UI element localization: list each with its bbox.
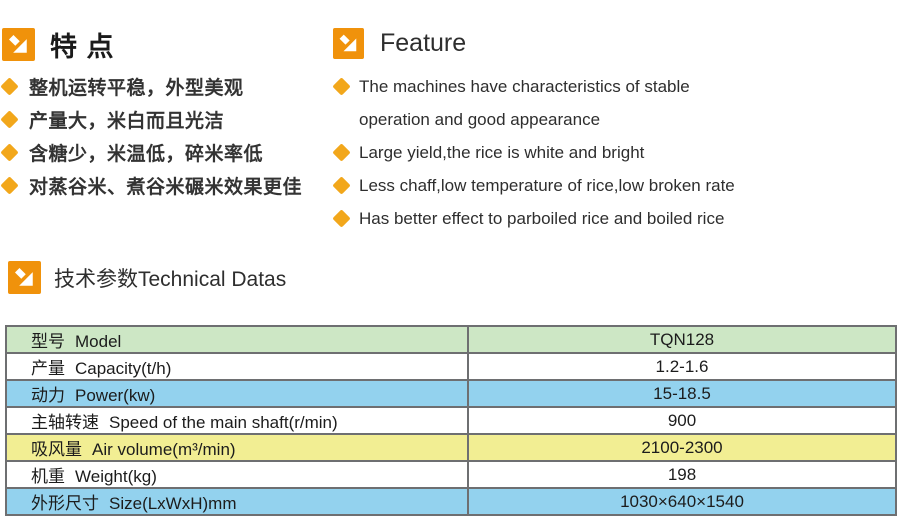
spec-label-en: Weight(kg) <box>75 467 157 486</box>
spec-label-en: Speed of the main shaft(r/min) <box>109 413 338 432</box>
spec-label-cn: 机重 <box>31 467 65 486</box>
spec-value: 1.2-1.6 <box>467 352 897 381</box>
spec-value: 2100-2300 <box>467 433 897 462</box>
diamond-bullet-icon <box>0 176 19 195</box>
table-row: 型号 Model TQN128 <box>5 325 897 354</box>
spec-value: 198 <box>467 460 897 489</box>
diamond-bullet-icon <box>332 143 351 162</box>
feature-en-text: Less chaff,low temperature of rice,low b… <box>359 176 735 195</box>
spec-value: 1030×640×1540 <box>467 487 897 516</box>
arrow-southeast-icon <box>8 261 41 294</box>
list-item: 产量大，米白而且光洁 <box>0 103 323 136</box>
feature-cn-text: 整机运转平稳，外型美观 <box>29 78 244 99</box>
spec-label: 型号 Model <box>5 325 469 354</box>
spec-label-en: Air volume(m³/min) <box>92 440 236 459</box>
features-cn-header: 特 点 <box>2 25 115 64</box>
table-row: 动力 Power(kw) 15-18.5 <box>5 379 897 408</box>
diamond-bullet-icon <box>0 110 19 129</box>
table-row: 吸风量 Air volume(m³/min) 2100-2300 <box>5 433 897 462</box>
list-item: Has better effect to parboiled rice and … <box>332 202 747 235</box>
list-item: 含糖少，米温低，碎米率低 <box>0 136 323 169</box>
spec-label-cn: 外形尺寸 <box>31 494 99 513</box>
list-item: 对蒸谷米、煮谷米碾米效果更佳 <box>0 169 323 202</box>
spec-label-cn: 动力 <box>31 386 65 405</box>
spec-label: 主轴转速 Speed of the main shaft(r/min) <box>5 406 469 435</box>
arrow-southeast-icon <box>333 28 364 59</box>
diamond-bullet-icon <box>332 77 351 96</box>
list-item: Large yield,the rice is white and bright <box>332 136 747 169</box>
features-cn-list: 整机运转平稳，外型美观 产量大，米白而且光洁 含糖少，米温低，碎米率低 对蒸谷米… <box>0 70 323 202</box>
spec-label: 动力 Power(kw) <box>5 379 469 408</box>
table-row: 产量 Capacity(t/h) 1.2-1.6 <box>5 352 897 381</box>
list-item: Less chaff,low temperature of rice,low b… <box>332 169 747 202</box>
spec-label-en: Model <box>75 332 122 351</box>
feature-cn-text: 含糖少，米温低，碎米率低 <box>29 144 264 165</box>
spec-label: 外形尺寸 Size(LxWxH)mm <box>5 487 469 516</box>
table-row: 外形尺寸 Size(LxWxH)mm 1030×640×1540 <box>5 487 897 516</box>
feature-en-text: Large yield,the rice is white and bright <box>359 143 645 162</box>
technical-datas-header: 技术参数Technical Datas <box>8 261 286 294</box>
spec-label-cn: 主轴转速 <box>31 413 99 432</box>
spec-value: TQN128 <box>467 325 897 354</box>
list-item: The machines have characteristics of sta… <box>332 70 747 136</box>
spec-label: 吸风量 Air volume(m³/min) <box>5 433 469 462</box>
features-cn-title: 特 点 <box>50 32 115 62</box>
diamond-bullet-icon <box>332 209 351 228</box>
feature-cn-text: 产量大，米白而且光洁 <box>29 111 225 132</box>
features-en-header: Feature <box>333 28 466 59</box>
feature-en-text: Has better effect to parboiled rice and … <box>359 209 725 228</box>
spec-label-cn: 型号 <box>31 332 65 351</box>
arrow-southeast-icon <box>2 28 35 61</box>
diamond-bullet-icon <box>0 77 19 96</box>
feature-en-text: The machines have characteristics of sta… <box>359 77 690 129</box>
table-row: 机重 Weight(kg) 198 <box>5 460 897 489</box>
diamond-bullet-icon <box>332 176 351 195</box>
spec-label: 产量 Capacity(t/h) <box>5 352 469 381</box>
diamond-bullet-icon <box>0 143 19 162</box>
spec-label-en: Size(LxWxH)mm <box>109 494 237 513</box>
list-item: 整机运转平稳，外型美观 <box>0 70 323 103</box>
spec-label-en: Power(kw) <box>75 386 156 405</box>
spec-label-en: Capacity(t/h) <box>75 359 172 378</box>
spec-label-cn: 产量 <box>31 359 65 378</box>
feature-cn-text: 对蒸谷米、煮谷米碾米效果更佳 <box>29 177 303 198</box>
features-en-list: The machines have characteristics of sta… <box>332 70 747 235</box>
spec-label-cn: 吸风量 <box>31 440 82 459</box>
technical-datas-title: 技术参数Technical Datas <box>54 267 287 291</box>
spec-value: 15-18.5 <box>467 379 897 408</box>
table-row: 主轴转速 Speed of the main shaft(r/min) 900 <box>5 406 897 435</box>
spec-label: 机重 Weight(kg) <box>5 460 469 489</box>
technical-data-table: 型号 Model TQN128 产量 Capacity(t/h) 1.2-1.6 动… <box>5 325 897 516</box>
spec-value: 900 <box>467 406 897 435</box>
features-en-title: Feature <box>380 29 467 57</box>
